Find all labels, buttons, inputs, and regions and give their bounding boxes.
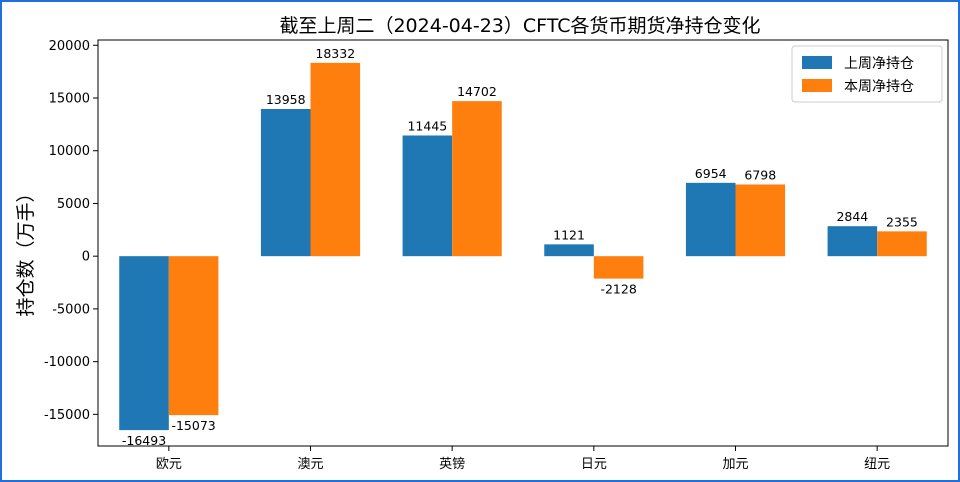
bar (593, 256, 644, 279)
legend-swatch (802, 56, 832, 69)
data-label: 6798 (744, 167, 776, 182)
data-label: 2844 (836, 209, 868, 224)
bar (452, 101, 502, 257)
bar (168, 256, 219, 416)
y-tick-label: 10000 (49, 144, 90, 159)
y-tick-label: 5000 (57, 197, 90, 212)
x-tick-label: 澳元 (297, 456, 323, 472)
data-label: 11445 (407, 118, 447, 133)
bar (685, 182, 736, 257)
plot-border (97, 39, 949, 447)
legend-swatch (802, 79, 832, 92)
data-label: 6954 (695, 166, 727, 181)
data-label: -2128 (600, 282, 636, 297)
bar (310, 62, 361, 257)
x-tick-label: 欧元 (156, 457, 182, 472)
bar (827, 226, 878, 257)
data-label: 14702 (457, 84, 497, 99)
x-tick-label: 英镑 (439, 456, 465, 472)
legend-label: 本周净持仓 (844, 79, 914, 95)
chart-title: 截至上周二（2024-04-23）CFTC各货币期货净持仓变化 (279, 15, 760, 37)
x-tick-label: 日元 (581, 457, 607, 472)
data-label: 1121 (553, 227, 585, 242)
bar (119, 256, 169, 431)
y-tick-label: 15000 (49, 92, 90, 107)
data-label: -16493 (122, 433, 166, 448)
data-label: 13958 (266, 92, 306, 107)
data-label: -15073 (171, 418, 215, 433)
bar (877, 231, 927, 257)
legend-label: 上周净持仓 (844, 56, 914, 72)
data-label: 2355 (886, 214, 918, 229)
y-tick-label: -15000 (44, 408, 90, 423)
data-label: 18332 (315, 46, 355, 61)
bar (260, 108, 311, 257)
x-tick-label: 纽元 (864, 457, 890, 472)
bar (735, 184, 786, 257)
plot-area: -16493 13958 11445 1121 6954 2844 -15073 18332 1… (44, 39, 949, 472)
y-tick-label: 0 (82, 250, 90, 265)
y-axis-label: 持仓数（万手） (15, 183, 37, 316)
bar (402, 135, 453, 257)
y-tick-label: -10000 (44, 355, 90, 370)
bar (544, 244, 594, 257)
y-tick-label: -5000 (52, 302, 90, 317)
x-tick-label: 加元 (722, 457, 748, 472)
y-tick-label: 20000 (49, 39, 90, 54)
